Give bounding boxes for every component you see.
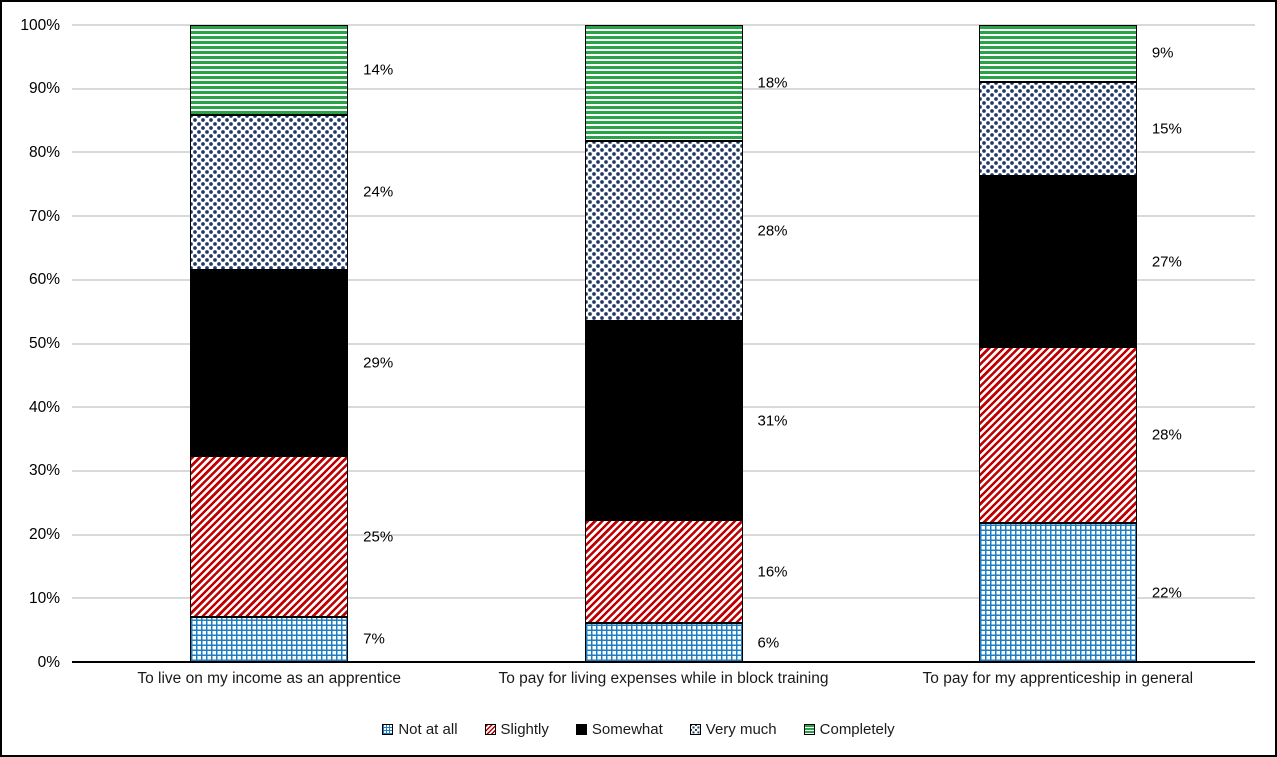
y-axis-tick-label: 40% [28,398,60,416]
segment-slightly: 28% [978,346,1182,524]
segment-slightly: 16% [584,520,788,624]
bar-2: 6% 16% 31% 28% 18% [584,25,788,662]
data-label: 16% [757,563,788,581]
segment-completely: 14% [190,25,393,116]
bar-1: 7% 25% 29% 24% 14% [190,25,393,662]
legend-item-completely: Completely [803,721,895,738]
y-axis-tick-label: 30% [28,462,60,480]
data-label: 27% [1151,253,1182,271]
data-label: 28% [1151,426,1182,444]
y-axis-tick-label: 90% [28,79,60,97]
y-axis-tick-label: 80% [28,143,60,161]
data-label: 29% [363,354,394,372]
gridline-100% [72,24,1255,26]
category-label-3: To pay for my apprenticeship in general [922,670,1194,687]
segment-not-at-all: 7% [190,616,385,662]
y-axis-tick-label: 100% [20,16,60,34]
legend-label: Not at all [398,721,458,738]
segment-very-much: 24% [190,115,393,270]
legend-item-slightly: Slightly [484,721,549,738]
data-label: 9% [1151,44,1174,62]
legend-item-somewhat: Somewhat [575,721,663,738]
data-label: 24% [363,183,394,201]
data-label: 28% [757,222,788,240]
data-label: 22% [1151,584,1182,602]
segment-not-at-all: 22% [978,523,1182,662]
x-axis-line [72,661,1255,663]
data-label: 15% [1151,120,1182,138]
category-label-2: To pay for living expenses while in bloc… [498,670,829,687]
y-axis-tick-label: 60% [28,271,60,289]
y-axis-tick-label: 10% [28,589,60,607]
data-label: 25% [363,528,394,546]
legend-label: Completely [819,721,895,738]
plot-area: 0% 10% 20% 30% 40% 50% 60% 70% 80% 90% 100% 7% 25% 29… [20,17,1255,669]
legend-item-not-at-all: Not at all [382,721,458,738]
y-axis-tick-label: 50% [28,334,60,352]
legend-label: Very much [705,721,777,738]
data-label: 18% [757,74,788,92]
segment-somewhat: 31% [584,321,788,521]
legend-label: Slightly [500,721,549,738]
legend-item-very-much: Very much [689,721,777,738]
category-axis: To live on my income as an apprentice To … [72,670,1255,694]
data-label: 14% [363,61,394,79]
legend-swatch-icon [382,724,394,735]
segment-somewhat: 27% [978,176,1182,347]
segment-somewhat: 29% [190,269,393,457]
data-label: 7% [363,630,385,648]
legend-swatch-icon [484,724,496,735]
data-label: 6% [757,634,780,652]
segment-not-at-all: 6% [584,623,779,662]
legend-swatch-icon [803,724,815,735]
segment-very-much: 15% [978,81,1182,177]
segment-completely: 18% [584,25,788,141]
legend-label: Somewhat [591,721,663,738]
y-axis-tick-label: 20% [28,525,60,543]
segment-very-much: 28% [584,140,788,322]
segment-slightly: 25% [190,456,393,617]
legend-swatch-icon [689,724,701,735]
segment-completely: 9% [978,25,1174,82]
legend: Not at all Slightly Somewhat Very much Compl… [2,721,1275,738]
y-axis-tick-label: 70% [28,207,60,225]
y-axis-tick-label: 0% [37,653,60,671]
legend-swatch-icon [575,724,587,735]
data-label: 31% [757,412,788,430]
category-label-1: To live on my income as an apprentice [137,670,401,687]
bar-3: 22% 28% 27% 15% 9% [978,25,1182,662]
